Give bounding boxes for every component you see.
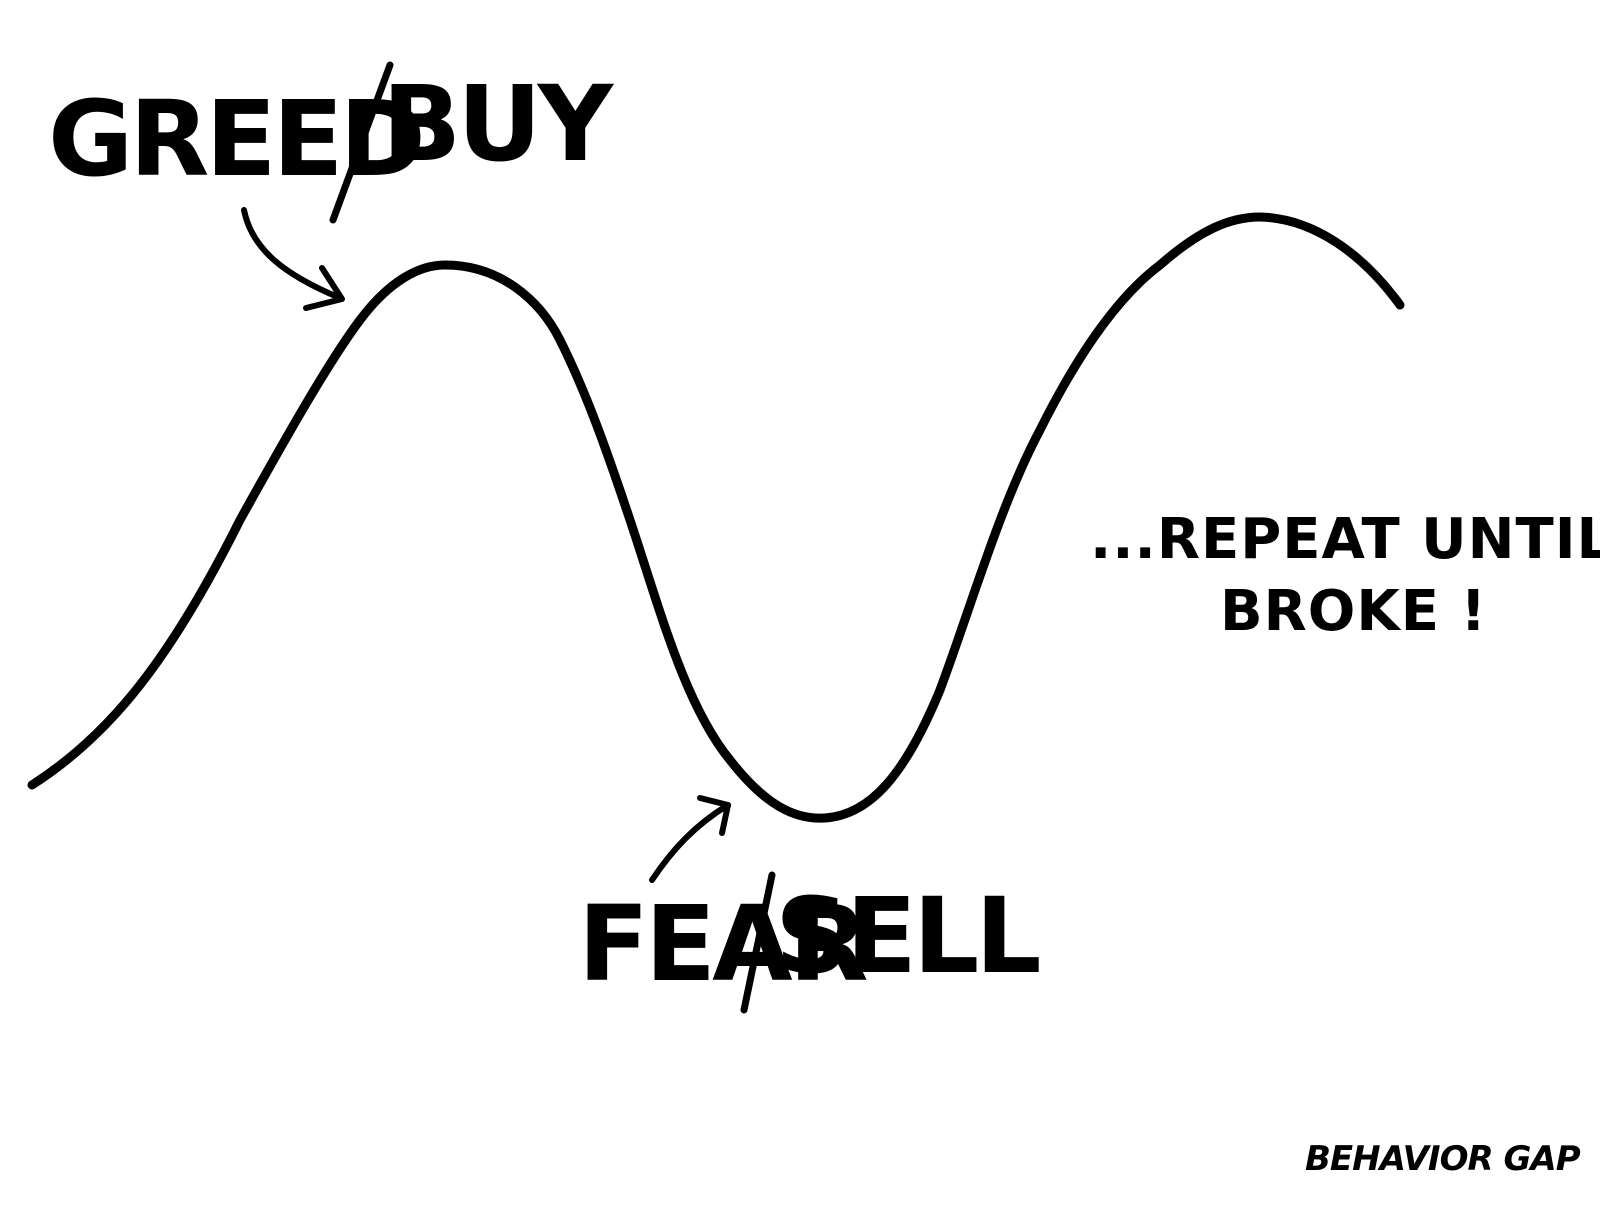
buy-label: BUY [382,63,615,185]
broke-label: BROKE ! [1220,579,1487,644]
greed-arrow-head [303,265,345,311]
greed-arrow-shaft [241,207,343,301]
market-cycle-curve [27,212,1405,823]
sell-label: SELL [775,875,1039,997]
greed-buy-slash [329,61,394,224]
fear-label: FEAR [578,883,867,1005]
signature-label: BEHAVIOR GAP [1305,1139,1581,1179]
fear-arrow-shaft [649,802,731,883]
greed-label: GREED [48,78,422,200]
repeat-until-label: ...REPEAT UNTIL [1090,507,1600,572]
fear-sell-slash [740,871,776,1014]
fear-arrow-head [697,795,731,836]
